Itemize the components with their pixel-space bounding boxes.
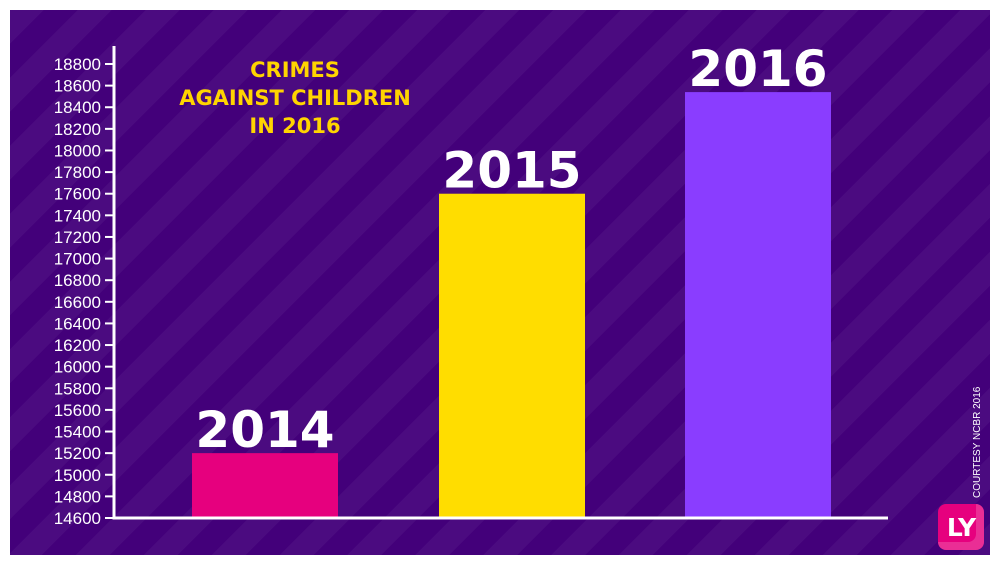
y-tick-label: 15200 (54, 444, 101, 463)
chart-title-line-2: AGAINST CHILDREN (179, 86, 411, 110)
y-tick-label: 18400 (54, 98, 101, 117)
y-tick-label: 17600 (54, 185, 101, 204)
bar-chart: 14600 14800 15000 15200 15400 15600 15800 16000… (54, 40, 888, 528)
y-tick-label: 14800 (54, 487, 101, 506)
y-tick-label: 18200 (54, 120, 101, 139)
y-tick-label: 17200 (54, 228, 101, 247)
y-tick-label: 18600 (54, 77, 101, 96)
brand-logo: LY (938, 504, 984, 550)
bar-label-2014: 2014 (195, 401, 334, 459)
y-tick-label: 18800 (54, 55, 101, 74)
y-tick-label: 15400 (54, 423, 101, 442)
y-tick-label: 16200 (54, 336, 101, 355)
y-tick-label: 14600 (54, 509, 101, 528)
source-credit: COURTESY NCBR 2016 (972, 386, 983, 498)
y-tick-label: 16800 (54, 271, 101, 290)
y-tick-label: 15600 (54, 401, 101, 420)
y-tick-label: 16600 (54, 293, 101, 312)
y-axis-ticks: 14600 14800 15000 15200 15400 15600 15800 16000… (54, 55, 114, 528)
y-tick-label: 17400 (54, 206, 101, 225)
bar-2016 (685, 92, 831, 518)
y-tick-label: 17000 (54, 250, 101, 269)
bar-label-2015: 2015 (442, 142, 581, 200)
y-tick-label: 15800 (54, 379, 101, 398)
bars (192, 92, 831, 518)
chart-panel: 14600 14800 15000 15200 15400 15600 15800 16000… (10, 10, 990, 555)
bar-labels: 2014 2015 2016 (195, 40, 827, 459)
y-tick-label: 17800 (54, 163, 101, 182)
chart-title-line-3: IN 2016 (249, 114, 341, 138)
chart-title: CRIMES AGAINST CHILDREN IN 2016 (130, 56, 460, 140)
y-tick-label: 18000 (54, 141, 101, 160)
y-tick-label: 16400 (54, 314, 101, 333)
y-tick-label: 16000 (54, 358, 101, 377)
bar-label-2016: 2016 (688, 40, 827, 98)
y-tick-label: 15000 (54, 466, 101, 485)
bar-2014 (192, 453, 338, 518)
chart-title-line-1: CRIMES (250, 58, 340, 82)
bar-2015 (439, 193, 585, 518)
